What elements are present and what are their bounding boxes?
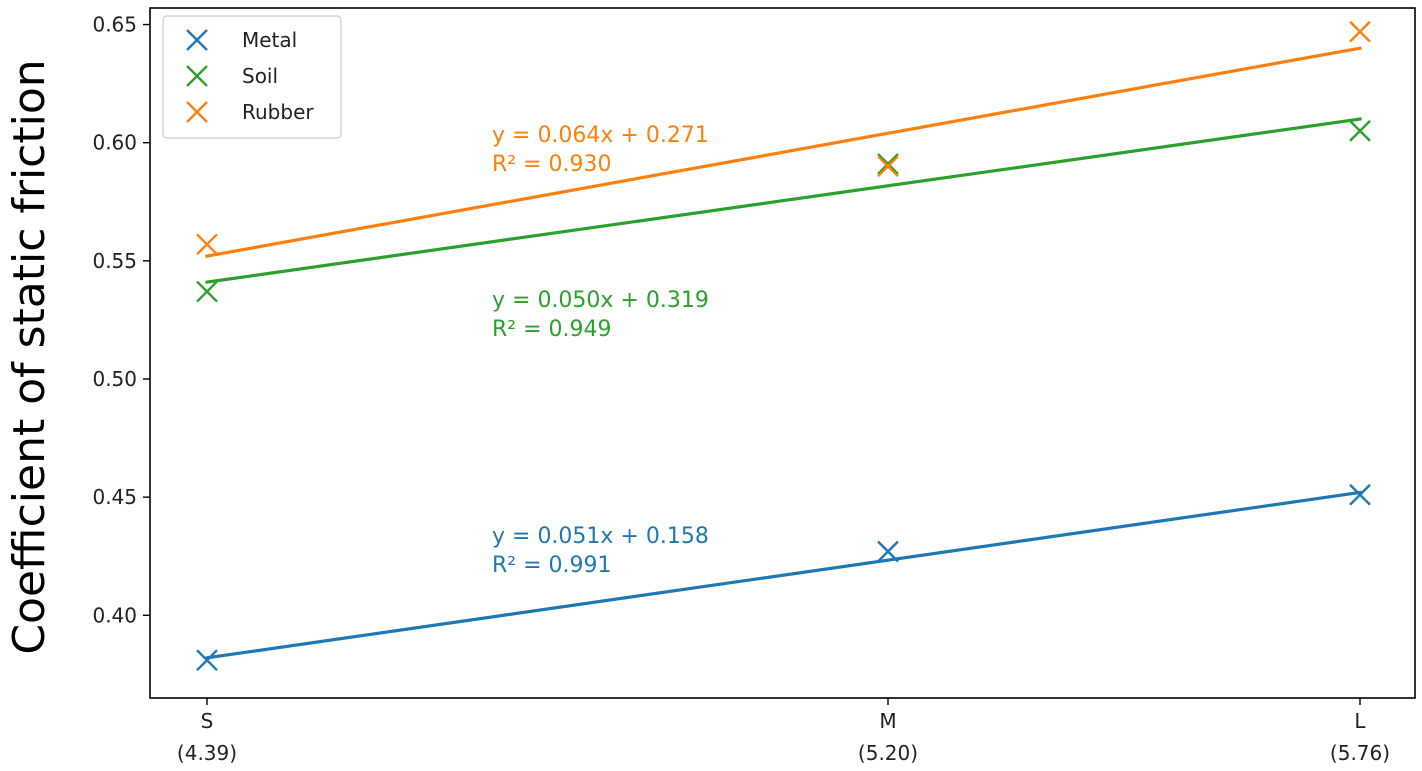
y-axis-label: Coefficient of static friction (4, 59, 55, 654)
equation-soil: y = 0.050x + 0.319 (492, 288, 709, 313)
point-soil (196, 280, 218, 303)
x-tick-label: L (1354, 709, 1366, 733)
point-metal (877, 540, 899, 563)
fit-line-metal (205, 490, 1362, 660)
legend-marker (186, 29, 208, 51)
legend-marker (186, 101, 208, 123)
legend-entry-soil: Soil (186, 64, 278, 88)
legend-entry-rubber: Rubber (186, 100, 314, 124)
plot-frame (149, 7, 1416, 699)
y-tick-label: 0.45 (92, 485, 137, 509)
y-tick-label: 0.50 (92, 367, 137, 391)
fit-lines (205, 46, 1362, 660)
r2-metal: R² = 0.991 (492, 553, 612, 578)
legend-marker (186, 65, 208, 87)
y-tick-label: 0.65 (92, 13, 137, 37)
point-rubber (196, 233, 218, 256)
r2-rubber: R² = 0.930 (492, 152, 612, 177)
y-tick-label: 0.40 (92, 603, 137, 627)
y-tick-label: 0.55 (92, 249, 137, 273)
axes: 0.40 0.45 0.50 0.55 0.60 0.65 S (4.39) M (5.20) L (… (92, 7, 1416, 765)
fit-line-rubber (205, 46, 1362, 258)
legend: Metal Soil Rubber (162, 15, 342, 139)
point-metal (196, 649, 218, 672)
point-soil (1349, 120, 1371, 142)
fit-equations: y = 0.051x + 0.158 R² = 0.991 y = 0.050x +… (492, 123, 709, 578)
equation-metal: y = 0.051x + 0.158 (492, 524, 709, 549)
legend-box (162, 15, 342, 139)
legend-label: Soil (242, 64, 278, 88)
x-tick-sublabel: (5.76) (1330, 741, 1390, 765)
data-markers (196, 20, 1371, 672)
point-rubber (877, 155, 899, 178)
equation-rubber: y = 0.064x + 0.271 (492, 123, 709, 148)
r2-soil: R² = 0.949 (492, 317, 612, 342)
x-tick-label: M (879, 709, 896, 733)
point-rubber (1349, 20, 1371, 43)
legend-label: Rubber (242, 100, 314, 124)
x-tick-sublabel: (4.39) (177, 741, 237, 765)
fit-line-soil (205, 117, 1362, 284)
legend-entry-metal: Metal (186, 28, 297, 52)
x-tick-label: S (201, 709, 214, 733)
x-tick-sublabel: (5.20) (858, 741, 918, 765)
legend-label: Metal (242, 28, 297, 52)
y-tick-label: 0.60 (92, 131, 137, 155)
point-metal (1349, 483, 1371, 506)
point-soil (877, 153, 899, 175)
